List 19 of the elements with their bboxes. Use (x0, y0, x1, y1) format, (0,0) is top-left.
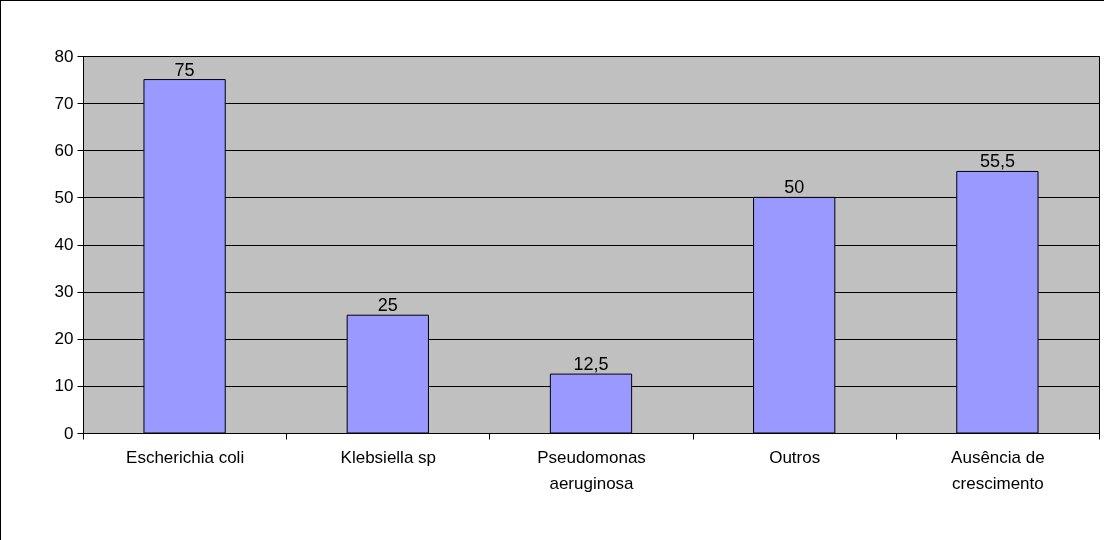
y-tick-label: 40 (54, 235, 74, 254)
data-label: 55,5 (979, 151, 1015, 172)
y-tick-label: 0 (64, 423, 74, 443)
y-tick-label: 30 (54, 282, 74, 302)
y-tick-label: 20 (54, 329, 74, 349)
x-tick-label: Klebsiella sp (340, 447, 437, 467)
data-label: 12,5 (573, 354, 609, 375)
y-tick-label: 80 (54, 46, 74, 66)
y-tick-label: 60 (54, 140, 74, 160)
x-tick-label: Escherichia coli (126, 447, 245, 467)
x-tick-label: Ausência de crescimento (951, 447, 1045, 493)
data-label: 75 (174, 59, 195, 80)
y-tick-label: 50 (54, 187, 74, 207)
x-tick-label: Outros (769, 447, 821, 467)
data-label: 25 (377, 295, 398, 316)
x-tick-label: Pseudomonas aeruginosa (537, 447, 646, 493)
data-label: 50 (784, 177, 805, 198)
y-tick-label: 10 (54, 376, 74, 396)
y-tick-label: 70 (54, 93, 74, 113)
